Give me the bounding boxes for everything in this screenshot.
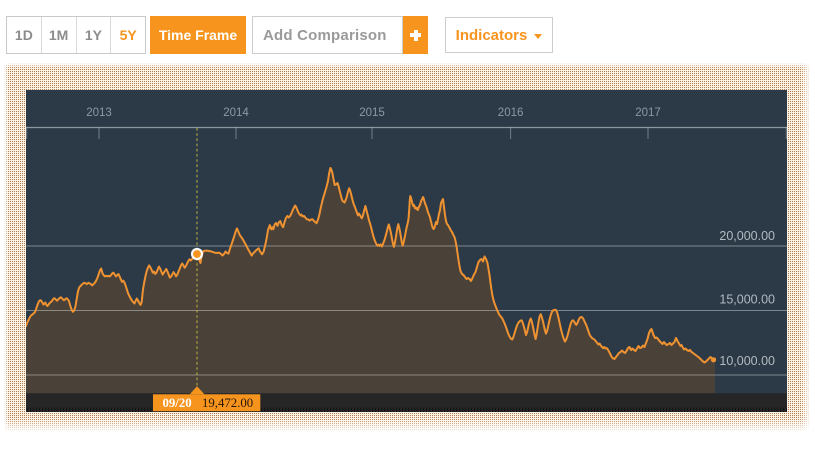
svg-text:09/20: 09/20 [163,396,192,410]
svg-text:2016: 2016 [498,107,524,119]
svg-text:10,000.00: 10,000.00 [719,354,775,368]
svg-text:2015: 2015 [359,107,385,119]
svg-text:20,000.00: 20,000.00 [719,229,775,243]
svg-text:2014: 2014 [223,107,249,119]
svg-text:19,472.00: 19,472.00 [202,396,253,410]
svg-text:15,000.00: 15,000.00 [719,293,775,307]
svg-text:2017: 2017 [635,107,661,119]
svg-text:2013: 2013 [86,107,112,119]
